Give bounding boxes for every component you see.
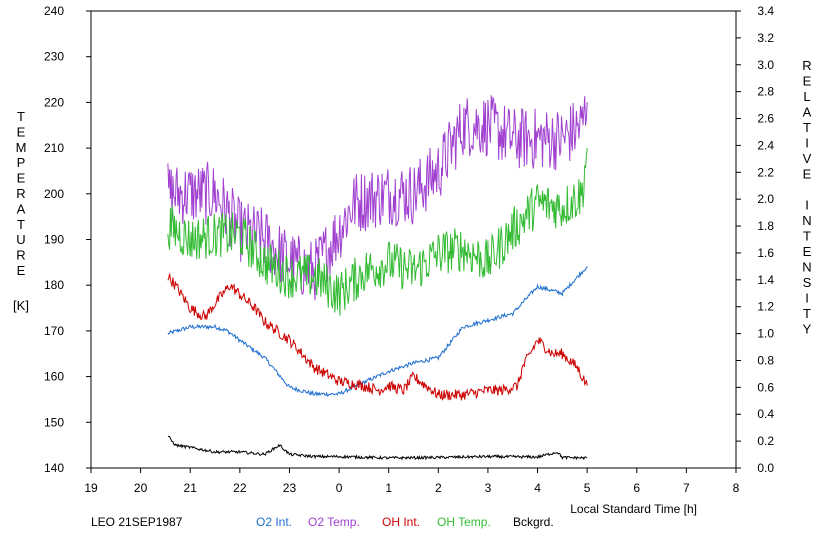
y-left-label-char: E xyxy=(17,124,26,139)
x-tick-label: 3 xyxy=(485,481,492,495)
y-left-label-char: T xyxy=(17,109,25,124)
x-axis-ticks: 19 20 21 22 23 0 1 2 3 4 5 6 7 8 xyxy=(84,468,740,495)
y-left-tick-label: 160 xyxy=(44,370,64,384)
y-left-tick-label: 220 xyxy=(44,95,64,109)
y-left-tick-label: 150 xyxy=(44,415,64,429)
y-right-tick-label: 1.6 xyxy=(757,246,774,260)
y-right-label-char: E xyxy=(803,167,812,182)
legend-entry: O2 Int. xyxy=(256,515,292,529)
y-right-label-char: E xyxy=(803,74,812,89)
series-lines xyxy=(167,95,588,461)
y-left-label-char: A xyxy=(17,201,26,216)
y-right-tick-label: 0.8 xyxy=(757,353,774,367)
y-left-tick-label: 140 xyxy=(44,461,64,475)
y-left-tick-label: 170 xyxy=(44,324,64,338)
dataset-label: LEO 21SEP1987 xyxy=(91,515,183,529)
x-axis-label: Local Standard Time [h] xyxy=(570,502,697,516)
y-right-tick-label: 2.2 xyxy=(757,165,774,179)
y-right-label-char: I xyxy=(805,136,809,151)
y-right-label-char: I xyxy=(805,291,809,306)
y-left-tick-label: 210 xyxy=(44,141,64,155)
y-left-label-char: R xyxy=(16,248,25,263)
x-tick-label: 21 xyxy=(184,481,198,495)
x-tick-label: 1 xyxy=(385,481,392,495)
y-right-tick-label: 1.2 xyxy=(757,300,774,314)
y-left-label-char: T xyxy=(17,217,25,232)
x-tick-label: 22 xyxy=(233,481,247,495)
y-right-label-char: N xyxy=(802,213,811,228)
y-right-label-char: L xyxy=(803,89,810,104)
y-left-label-char: E xyxy=(17,263,26,278)
y-right-label-char: Y xyxy=(803,322,812,337)
y-right-label-char: N xyxy=(802,260,811,275)
x-tick-label: 2 xyxy=(435,481,442,495)
y-left-label-char: M xyxy=(16,140,27,155)
y-left-label-char: R xyxy=(16,186,25,201)
x-tick-label: 6 xyxy=(633,481,640,495)
y-right-label-char: I xyxy=(805,198,809,213)
series-line-bckgrd xyxy=(167,435,588,461)
y-right-tick-label: 0.0 xyxy=(757,461,774,475)
y-right-tick-label: 2.8 xyxy=(757,85,774,99)
y-right-label-char: A xyxy=(803,105,812,120)
x-tick-label: 4 xyxy=(534,481,541,495)
series-line-o2-int xyxy=(167,266,588,397)
y-left-tick-label: 240 xyxy=(44,4,64,18)
y-right-tick-label: 2.6 xyxy=(757,112,774,126)
y-right-label-char: R xyxy=(802,58,811,73)
y-left-label-char: U xyxy=(16,232,25,247)
y-right-tick-label: 0.2 xyxy=(757,434,774,448)
y-right-tick-label: 3.2 xyxy=(757,31,774,45)
y-right-tick-label: 2.0 xyxy=(757,192,774,206)
y-right-label-char: E xyxy=(803,244,812,259)
y-right-tick-label: 1.0 xyxy=(757,327,774,341)
y-left-unit: [K] xyxy=(13,298,29,313)
y-right-tick-label: 1.4 xyxy=(757,273,774,287)
x-tick-label: 23 xyxy=(283,481,297,495)
x-tick-label: 20 xyxy=(134,481,148,495)
legend-entry: OH Int. xyxy=(382,515,420,529)
y-left-label-char: P xyxy=(17,155,26,170)
y-right-label-char: T xyxy=(803,229,811,244)
series-line-oh-int xyxy=(167,273,588,401)
y-left-tick-label: 230 xyxy=(44,50,64,64)
y-right-tick-label: 2.4 xyxy=(757,138,774,152)
y-left-tick-label: 180 xyxy=(44,278,64,292)
y-right-tick-label: 0.6 xyxy=(757,380,774,394)
y-right-label-char: V xyxy=(803,151,812,166)
series-line-oh-temp xyxy=(167,148,588,316)
legend-entry: OH Temp. xyxy=(437,515,491,529)
y-right-label-char: T xyxy=(803,120,811,135)
legend-entry: O2 Temp. xyxy=(308,515,360,529)
y-left-label-char: E xyxy=(17,171,26,186)
y-right-tick-label: 3.4 xyxy=(757,4,774,18)
legend: O2 Int. O2 Temp. OH Int. OH Temp. Bckgrd. xyxy=(256,515,554,529)
series-line-o2-temp xyxy=(167,95,588,301)
y-right-label-char: S xyxy=(803,275,812,290)
x-tick-label: 8 xyxy=(733,481,740,495)
y-right-axis-ticks: 0.0 0.2 0.4 0.6 0.8 1.0 1.2 1.4 1.6 1.8 2.0 2.2 2.4 2… xyxy=(736,4,774,475)
y-right-tick-label: 3.0 xyxy=(757,58,774,72)
x-tick-label: 7 xyxy=(683,481,690,495)
y-left-axis-ticks: 140 150 160 170 180 190 200 210 220 230 240 xyxy=(44,4,91,475)
x-tick-label: 19 xyxy=(84,481,98,495)
x-tick-label: 5 xyxy=(584,481,591,495)
legend-entry: Bckgrd. xyxy=(513,515,554,529)
y-right-label-char: T xyxy=(803,306,811,321)
y-left-tick-label: 190 xyxy=(44,233,64,247)
y-right-tick-label: 1.8 xyxy=(757,219,774,233)
y-left-tick-label: 200 xyxy=(44,187,64,201)
x-tick-label: 0 xyxy=(336,481,343,495)
y-right-tick-label: 0.4 xyxy=(757,407,774,421)
